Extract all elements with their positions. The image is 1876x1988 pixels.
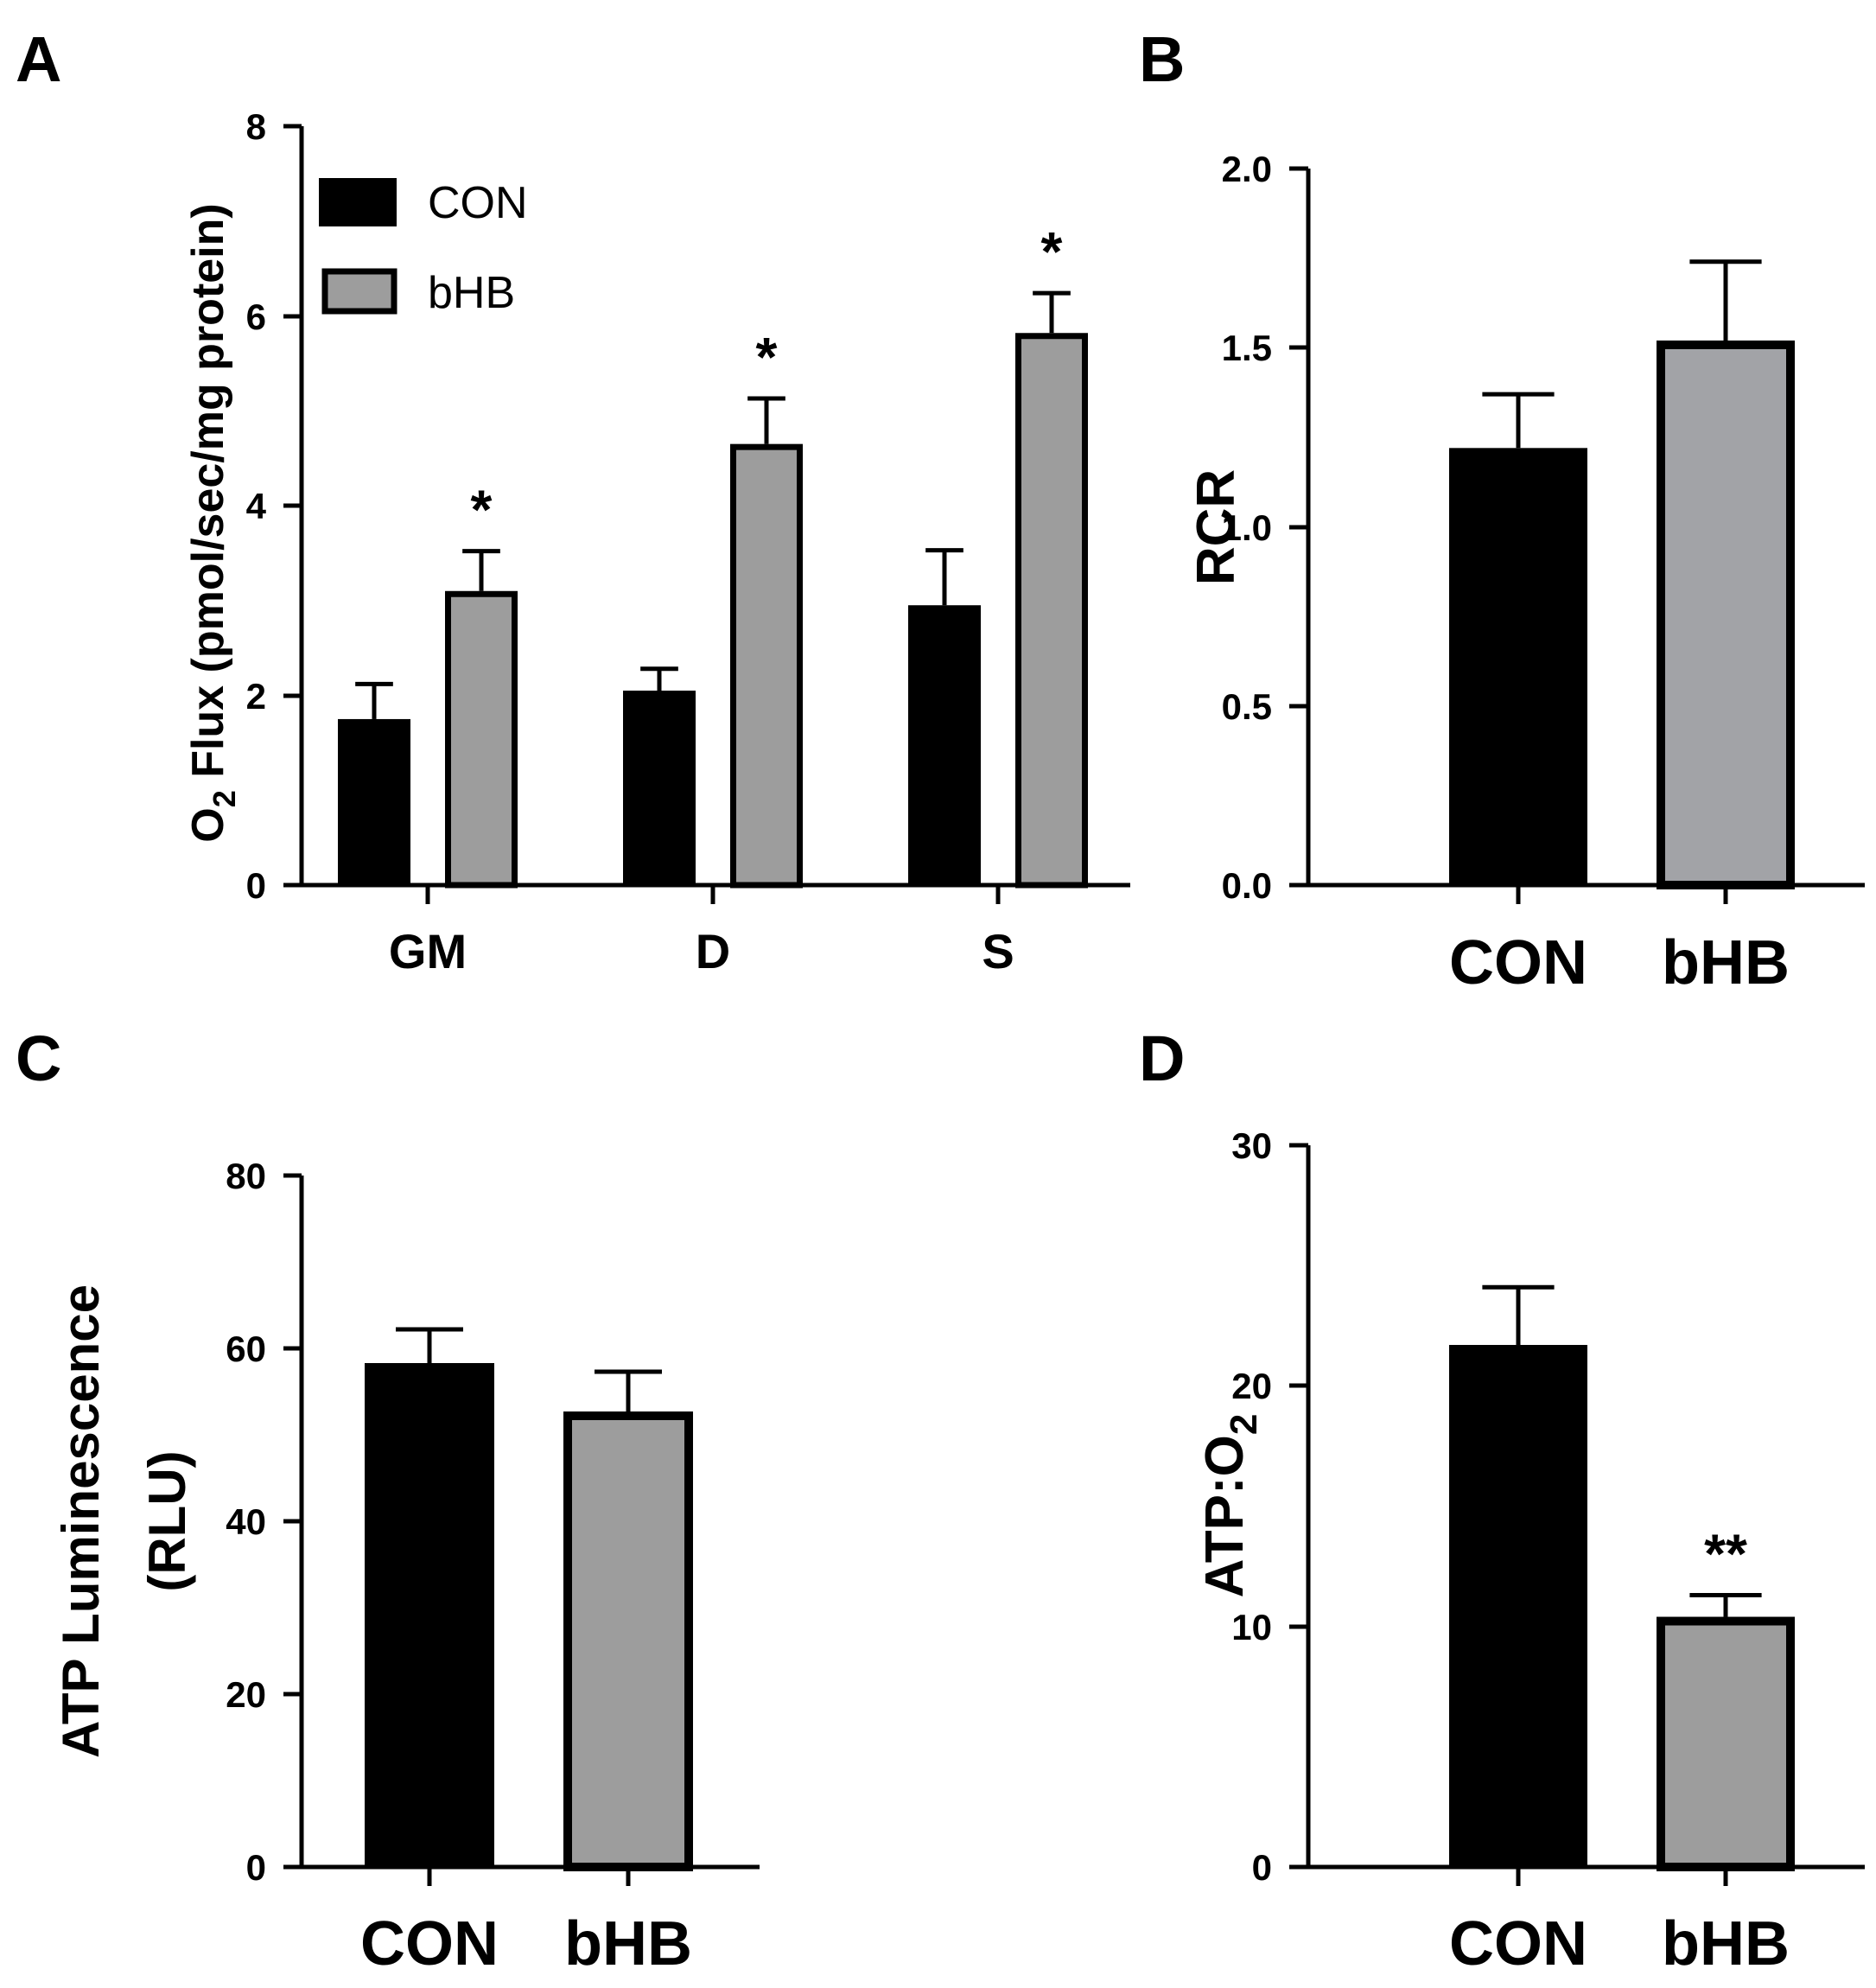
panel-b-ytick-label: 1.0 bbox=[1222, 507, 1272, 548]
panel-b-axes: 0.0 0.5 1.0 1.5 2.0 CON bHB bbox=[1222, 149, 1865, 997]
panel-d: D 0 10 20 30 CON bHB ATP:O2 ** bbox=[1139, 1023, 1865, 1978]
panel-a-ytick-label: 0 bbox=[246, 865, 266, 906]
panel-d-y-label: ATP:O2 bbox=[1195, 1414, 1265, 1598]
panel-a-xtick-label: GM bbox=[389, 924, 467, 978]
panel-a-ytick-label: 8 bbox=[246, 106, 266, 147]
panel-a-axes: 0 2 4 6 8 GM D S bbox=[246, 106, 1130, 978]
panel-c-ytick-label: 0 bbox=[246, 1847, 266, 1888]
panel-d-y-label-main: ATP:O bbox=[1195, 1435, 1255, 1597]
panel-c-ytick-label: 40 bbox=[226, 1501, 266, 1542]
panel-d-ytick-label: 30 bbox=[1231, 1125, 1272, 1166]
legend-swatch-bhb bbox=[321, 268, 397, 315]
panel-a-y-label-rest: Flux (pmol/sec/mg protein) bbox=[183, 203, 233, 790]
panel-b-ytick-label: 0.5 bbox=[1222, 686, 1272, 727]
panel-a: A 0 2 4 6 8 GM D S O2 Flux (pmol/sec/mg … bbox=[16, 23, 1130, 978]
panel-a-legend: CON bHB bbox=[319, 178, 528, 318]
panel-b-bars bbox=[1449, 259, 1795, 889]
panel-c-letter: C bbox=[16, 1023, 61, 1094]
panel-d-xtick-label: bHB bbox=[1662, 1909, 1790, 1978]
bar-a-s-con bbox=[908, 605, 981, 885]
panel-a-bars: * * * bbox=[338, 220, 1088, 889]
bar-a-s-bhb-significance: * bbox=[1041, 220, 1063, 283]
panel-c-axes: 0 20 40 60 80 CON bHB bbox=[226, 1156, 760, 1978]
bar-d-bhb-significance: ** bbox=[1704, 1522, 1747, 1584]
bar-a-gm-bhb bbox=[445, 590, 518, 889]
bar-c-bhb bbox=[563, 1411, 693, 1871]
panel-b-y-label: RCR bbox=[1186, 469, 1246, 585]
panel-a-ytick-label: 4 bbox=[246, 486, 267, 526]
panel-b-ytick-label: 0.0 bbox=[1222, 865, 1272, 906]
panel-a-ytick-label: 2 bbox=[246, 676, 266, 717]
panel-a-y-label-main: O bbox=[183, 807, 233, 842]
bar-a-d-bhb bbox=[730, 443, 803, 889]
panel-d-y-label-sub: 2 bbox=[1223, 1414, 1265, 1435]
panel-b: B 0.0 0.5 1.0 1.5 2.0 CON bHB RCR bbox=[1139, 23, 1865, 997]
panel-c-ytick-label: 80 bbox=[226, 1156, 266, 1196]
panel-b-ytick-label: 1.5 bbox=[1222, 328, 1272, 368]
legend-swatch-con bbox=[319, 178, 397, 226]
panel-a-ytick-label: 6 bbox=[246, 296, 266, 337]
panel-c-bars bbox=[365, 1327, 693, 1871]
panel-b-letter: B bbox=[1139, 23, 1185, 95]
bar-d-bhb bbox=[1657, 1616, 1795, 1871]
panel-c-y-label-line1: ATP Luminescence bbox=[52, 1284, 110, 1758]
panel-a-y-label-sub: 2 bbox=[207, 790, 242, 807]
panel-b-xtick-label: bHB bbox=[1662, 928, 1790, 997]
bar-a-s-bhb bbox=[1015, 333, 1088, 889]
bar-a-d-con bbox=[623, 691, 696, 885]
panel-b-xtick-label: CON bbox=[1449, 928, 1587, 997]
panel-c-xtick-label: CON bbox=[360, 1909, 499, 1978]
bar-d-con bbox=[1449, 1345, 1587, 1867]
panel-a-y-label: O2 Flux (pmol/sec/mg protein) bbox=[183, 203, 242, 842]
bar-a-gm-con bbox=[338, 718, 410, 885]
legend-label-con: CON bbox=[428, 178, 528, 228]
bar-c-con bbox=[365, 1363, 494, 1867]
panel-a-xtick-label: S bbox=[982, 924, 1014, 978]
panel-c-xtick-label: bHB bbox=[564, 1909, 692, 1978]
bar-b-bhb bbox=[1657, 340, 1795, 889]
panel-d-bars: ** bbox=[1449, 1284, 1795, 1871]
panel-d-ytick-label: 20 bbox=[1231, 1366, 1272, 1406]
panel-a-xtick-label: D bbox=[696, 924, 730, 978]
panel-c: C 0 20 40 60 80 CON bHB ATP Luminescence… bbox=[16, 1023, 760, 1978]
bar-a-d-bhb-significance: * bbox=[756, 326, 778, 388]
bar-a-gm-bhb-significance: * bbox=[471, 479, 493, 541]
panel-c-y-label-line2: (RLU) bbox=[138, 1450, 196, 1591]
panel-a-letter: A bbox=[16, 23, 61, 95]
panel-d-xtick-label: CON bbox=[1449, 1909, 1587, 1978]
panel-b-ytick-label: 2.0 bbox=[1222, 149, 1272, 189]
panel-c-ytick-label: 60 bbox=[226, 1329, 266, 1369]
panel-d-letter: D bbox=[1139, 1023, 1185, 1094]
legend-label-bhb: bHB bbox=[428, 268, 515, 318]
panel-d-ytick-label: 10 bbox=[1231, 1607, 1272, 1647]
panel-d-ytick-label: 0 bbox=[1252, 1847, 1272, 1888]
bar-b-con bbox=[1449, 448, 1587, 885]
panel-c-ytick-label: 20 bbox=[226, 1674, 266, 1715]
